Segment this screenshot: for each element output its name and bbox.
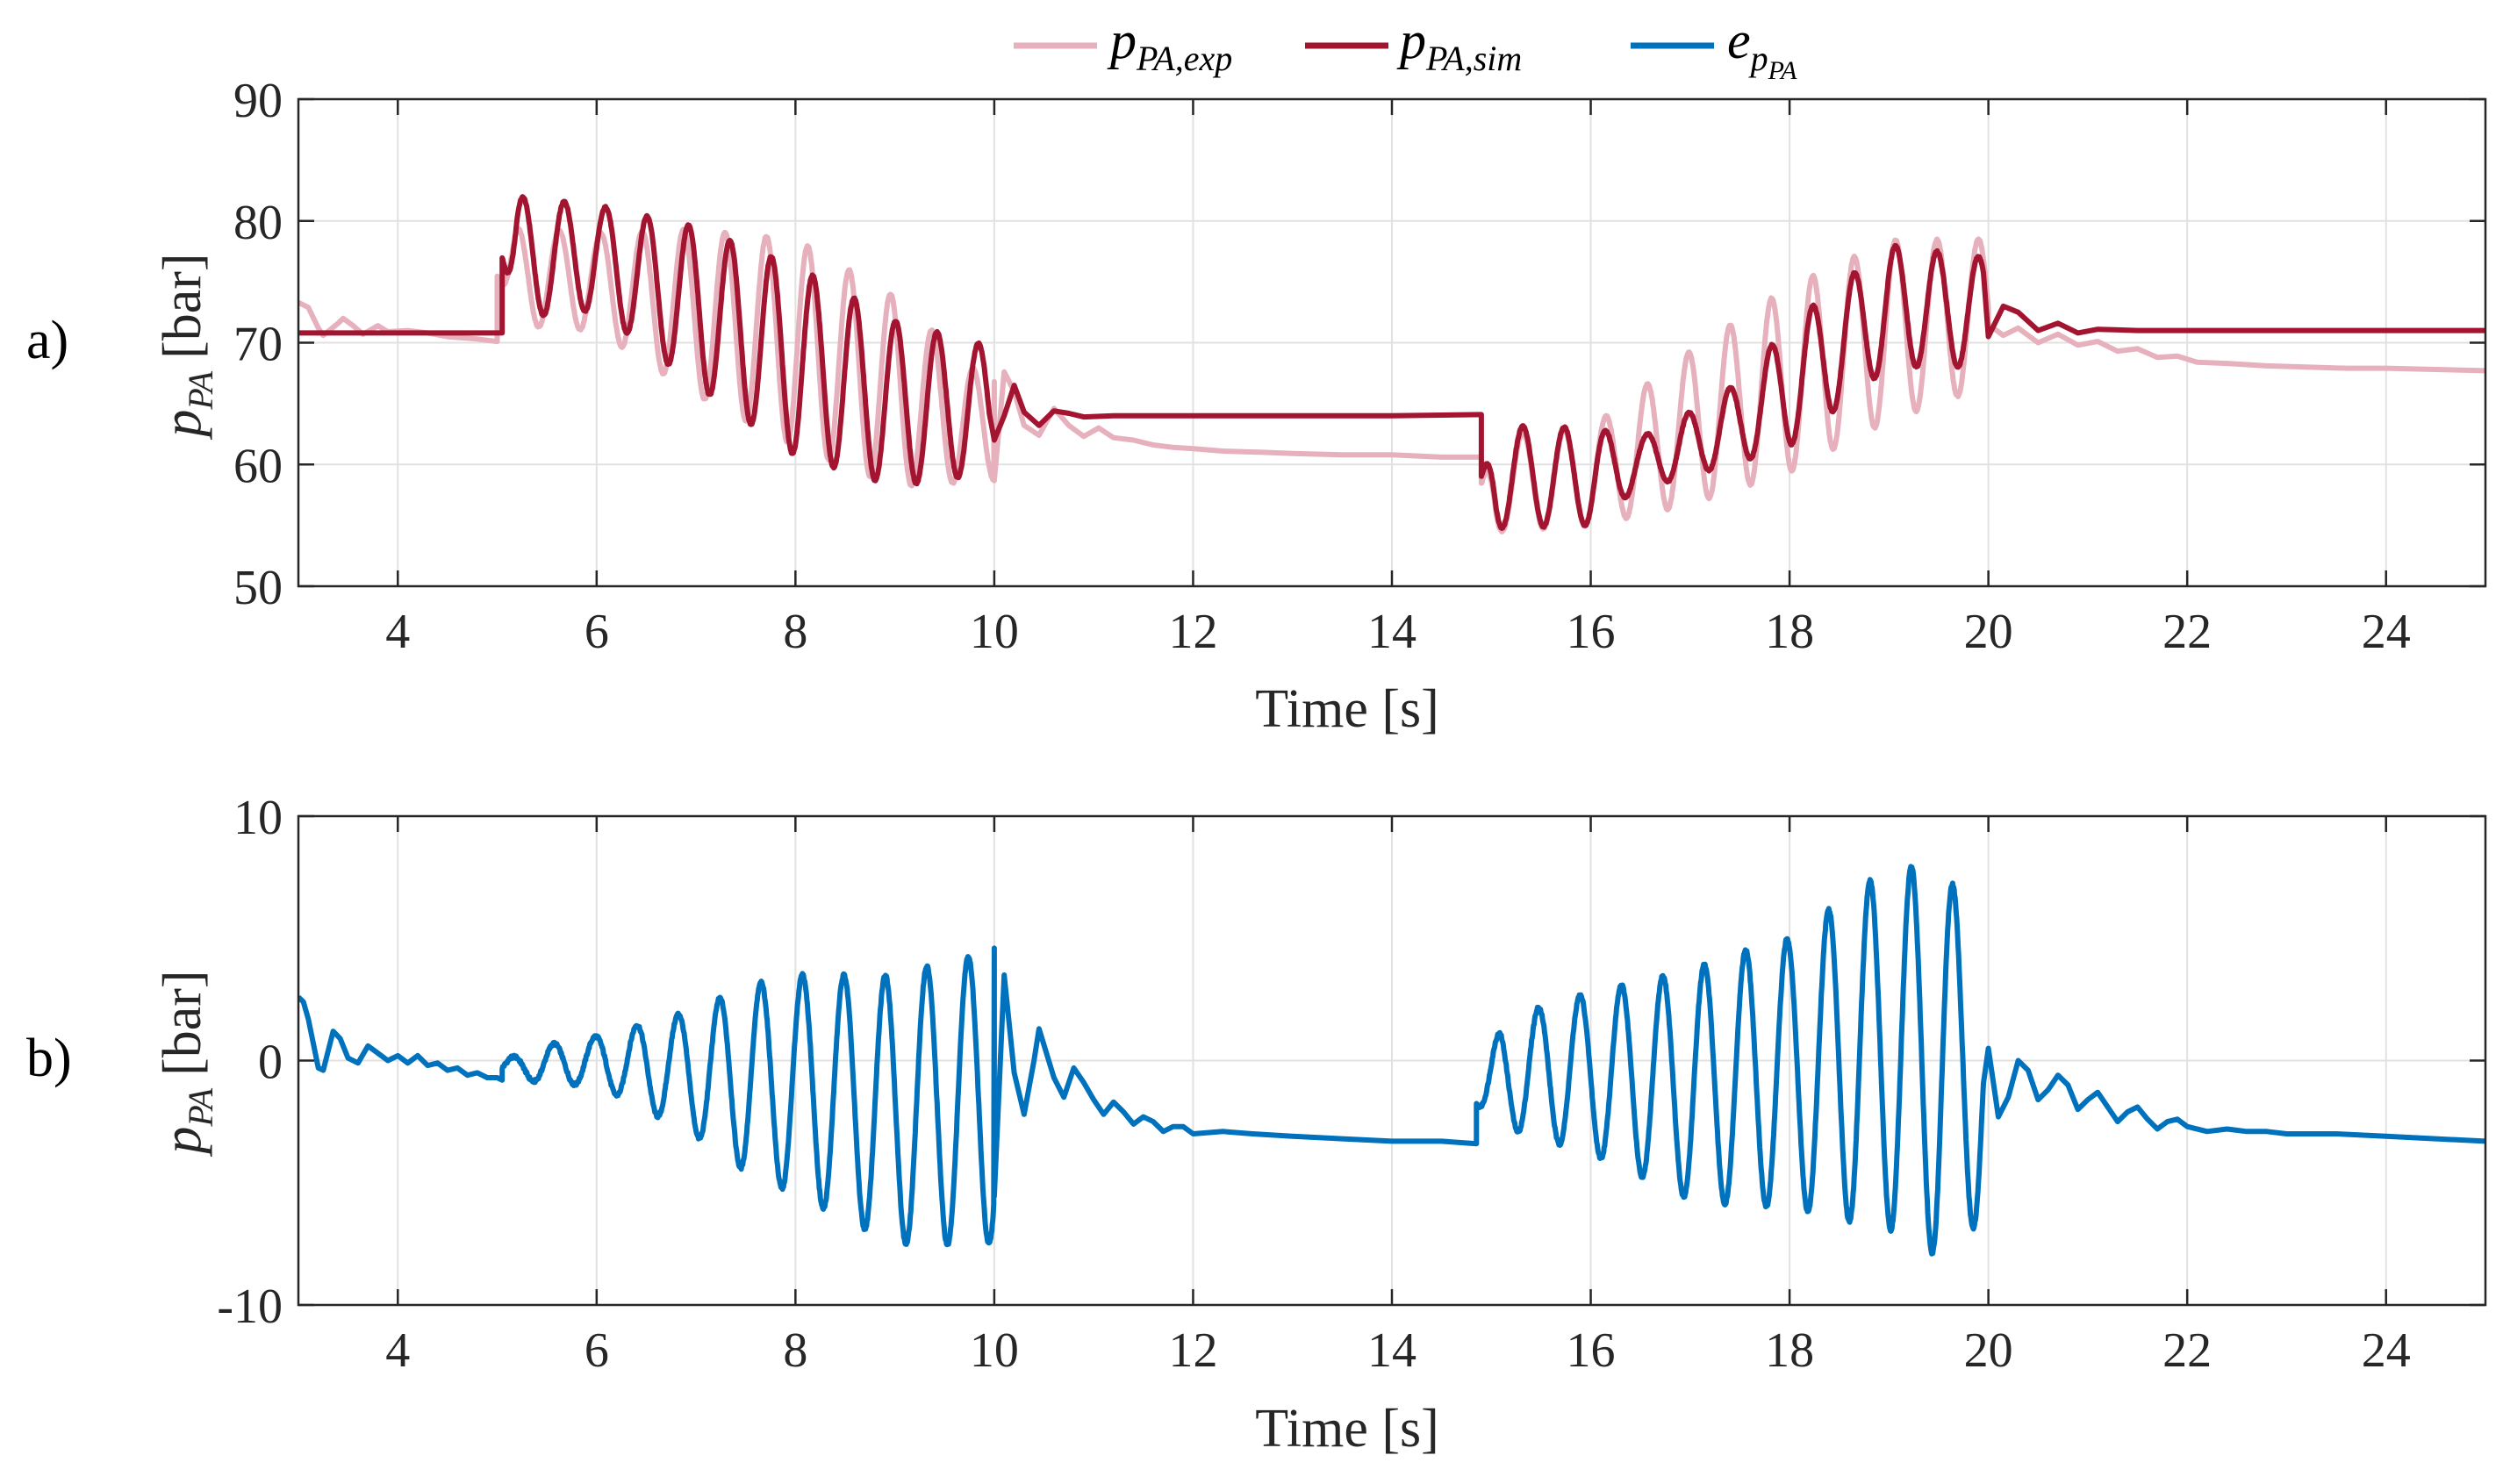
panel-b-ylabel-unit: [bar] — [153, 970, 212, 1075]
panel-a-ytick-label: 60 — [233, 439, 283, 493]
legend-label-subsub: PA — [1768, 56, 1797, 85]
legend-label: pPA,sim — [1396, 11, 1522, 78]
panel-b-xtick-label: 18 — [1765, 1323, 1814, 1378]
panel-a-xtick-label: 24 — [2362, 605, 2411, 659]
panel-b-ticks: 4 6 8 10 12 14 16 18 20 22 24 -10 0 10 — [217, 791, 2487, 1378]
legend-item-3: epPA — [1631, 11, 1797, 85]
panel-a-plot-area — [298, 194, 2485, 534]
legend-label-base: e — [1727, 11, 1751, 69]
panel-a-ylabel-unit: [bar] — [153, 253, 212, 358]
panel-a-ytick-label: 50 — [233, 561, 283, 615]
series-line-e-ppa — [298, 864, 2485, 1257]
panel-b-xtick-label: 4 — [385, 1323, 410, 1378]
panel-a-xtick-label: 16 — [1567, 605, 1616, 659]
panel-b-ylabel-base: p — [153, 1127, 212, 1158]
panel-a-xtick-label: 22 — [2162, 605, 2212, 659]
panel-a-xtick-label: 6 — [585, 605, 609, 659]
series-line-p-pa-sim — [298, 194, 2485, 531]
panel-b-xtick-label: 24 — [2362, 1323, 2411, 1378]
panel-a-ylabel: pPA [bar] — [153, 253, 220, 440]
panel-b-xtick-label: 8 — [783, 1323, 807, 1378]
panel-a-ticks: 4 6 8 10 12 14 16 18 20 22 24 50 60 70 80 90 — [233, 74, 2487, 659]
panel-a-ytick-label: 90 — [233, 74, 283, 128]
legend-label-sub: PA,sim — [1425, 39, 1522, 78]
panel-b: b) 4 6 8 10 12 14 16 18 20 22 24 -10 0 10 Time [s] pP… — [26, 791, 2487, 1459]
panel-b-ytick-label: -10 — [217, 1280, 283, 1334]
legend-label-sub: PA,exp — [1136, 39, 1232, 78]
panel-a-label: a) — [26, 311, 68, 370]
panel-a-xtick-label: 20 — [1964, 605, 2013, 659]
legend-label-base: p — [1396, 11, 1426, 69]
panel-b-xtick-label: 10 — [970, 1323, 1019, 1378]
legend-label: pPA,exp — [1107, 11, 1232, 78]
legend-label-base: p — [1107, 11, 1137, 69]
panel-b-ylabel-sub: PA — [181, 1087, 220, 1127]
panel-b-label: b) — [26, 1029, 72, 1088]
panel-a-xtick-label: 10 — [970, 605, 1019, 659]
panel-a-xtick-label: 12 — [1168, 605, 1217, 659]
panel-b-plot-area — [298, 864, 2485, 1257]
panel-a-xtick-label: 14 — [1367, 605, 1416, 659]
panel-a-ylabel-sub: PA — [181, 370, 220, 410]
panel-a-ytick-label: 80 — [233, 196, 283, 250]
panel-a-xlabel: Time [s] — [1255, 679, 1439, 739]
panel-a-ylabel-base: p — [153, 410, 212, 441]
panel-b-xtick-label: 12 — [1168, 1323, 1217, 1378]
panel-a: a) 4 6 8 10 12 14 16 18 20 22 24 50 60 70 80 90 Time [s… — [26, 74, 2487, 739]
panel-b-xtick-label: 16 — [1567, 1323, 1616, 1378]
panel-a-ytick-label: 70 — [233, 318, 283, 372]
panel-b-xtick-label: 6 — [585, 1323, 609, 1378]
panel-b-ylabel: pPA [bar] — [153, 970, 220, 1157]
panel-b-ytick-label: 10 — [233, 791, 283, 845]
legend-label-sub: p — [1748, 39, 1768, 78]
legend-item-1: pPA,exp — [1014, 11, 1232, 78]
legend-item-2: pPA,sim — [1305, 11, 1522, 78]
legend: pPA,exp pPA,sim epPA — [1014, 11, 1797, 85]
legend-label: epPA — [1727, 11, 1797, 85]
panel-b-xtick-label: 22 — [2162, 1323, 2212, 1378]
panel-a-xtick-label: 18 — [1765, 605, 1814, 659]
panel-b-xlabel: Time [s] — [1255, 1399, 1439, 1459]
panel-b-xtick-label: 20 — [1964, 1323, 2013, 1378]
panel-b-xtick-label: 14 — [1367, 1323, 1416, 1378]
panel-b-ytick-label: 0 — [258, 1036, 283, 1090]
panel-a-xtick-label: 4 — [385, 605, 410, 659]
panel-a-xtick-label: 8 — [783, 605, 807, 659]
